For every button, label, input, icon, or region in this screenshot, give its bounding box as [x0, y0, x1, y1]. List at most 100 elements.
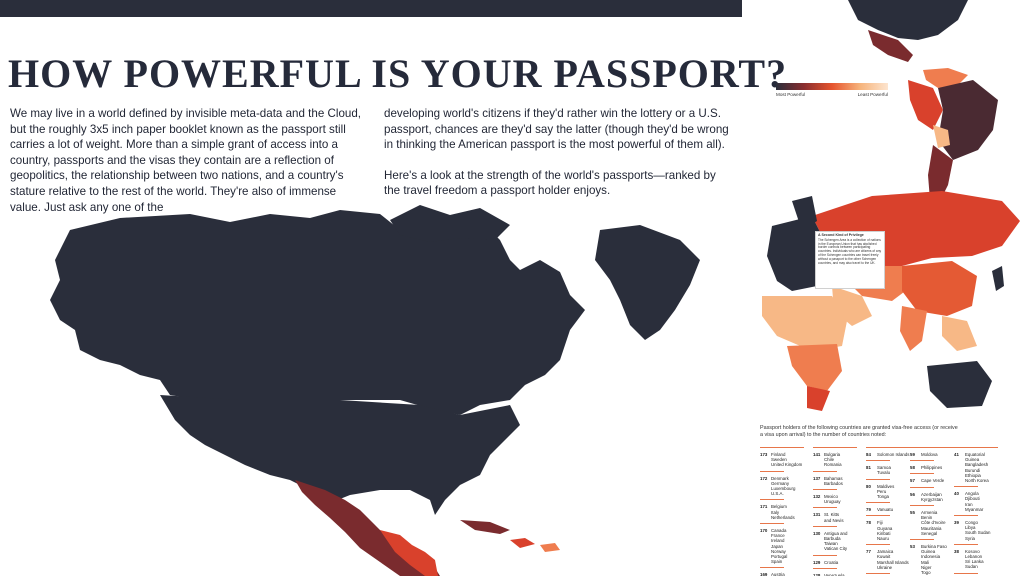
ranking-countries: Denmark Germany Luxembourg U.S.A.	[771, 476, 795, 497]
intro-paragraph-1: We may live in a world defined by invisi…	[10, 107, 362, 214]
ranking-entry: 58 Philippines	[910, 465, 954, 470]
ranking-entry: 57 Cape Verde	[910, 478, 954, 483]
map-region-australia	[927, 361, 992, 408]
map-region-africa-central	[787, 344, 842, 391]
passport-ranking: Passport holders of the following countr…	[760, 425, 1024, 576]
ranking-score: 55	[910, 510, 915, 516]
country-name: Jamaica	[877, 549, 894, 555]
ranking-score: 40	[954, 491, 959, 497]
ranking-score: 173	[760, 452, 768, 457]
ranking-countries: Canada France Ireland Japan Norway Portugal Sp…	[771, 528, 787, 564]
ranking-entry: 129 Croatia	[813, 560, 857, 565]
ranking-entry: 55 Armenia Benin Côte d'Ivoire Mauritania Sen…	[910, 510, 954, 536]
ranking-score: 81	[866, 465, 871, 471]
country-name: Germany	[771, 480, 790, 486]
ranking-entry: 59 Moldova	[910, 452, 954, 457]
country-name: Belgium	[771, 504, 787, 510]
ranking-separator	[910, 486, 934, 488]
ranking-entry: 130 Antigua and Barbuda Taiwan Vatican City	[813, 531, 857, 552]
country-name: Luxembourg	[771, 486, 796, 492]
country-name: Mali	[921, 559, 930, 565]
country-name: Moldova	[921, 452, 938, 457]
country-name: Norway	[771, 548, 786, 554]
ranking-entry: 128 Venezuela	[813, 573, 857, 576]
ranking-separator	[866, 460, 890, 462]
country-name: Kyrgyzstan	[921, 496, 943, 502]
map-region-arctic-islands	[390, 205, 510, 242]
ranking-entry: 53 Burkina Faso Guinea Indonesia Mali Niger To…	[910, 544, 954, 575]
country-name: Myanmar	[965, 506, 984, 512]
country-name: Italy	[771, 509, 780, 515]
ranking-score: 172	[760, 475, 768, 481]
ranking-column: 41 Equatorial Guinea Bangladesh Burundi Ethio…	[954, 447, 998, 576]
ranking-countries: Kosovo Lebanon Sri Lanka Sudan	[965, 549, 984, 570]
ranking-countries: Belgium Italy Netherlands	[771, 504, 795, 520]
ranking-divider	[910, 447, 954, 448]
ranking-column: 84 Solomon Islands 81 Samoa Tuvalu 80 Maldives…	[866, 447, 910, 576]
country-name: Ireland	[771, 538, 785, 544]
country-name: Niger	[921, 564, 932, 570]
south-america-map	[838, 0, 1008, 210]
ranking-score: 56	[910, 491, 915, 497]
country-name: Romania	[824, 462, 842, 468]
color-legend: Most Powerful Least Powerful	[776, 83, 888, 97]
page-title: HOW POWERFUL IS YOUR PASSPORT?	[8, 51, 788, 96]
ranking-separator	[954, 486, 978, 488]
ranking-separator	[910, 473, 934, 475]
country-name: Equatorial	[965, 452, 985, 457]
north-america-map	[40, 200, 740, 576]
country-name: Tuvalu	[877, 470, 891, 476]
map-region-brazil	[938, 80, 998, 160]
ranking-score: 128	[813, 572, 821, 576]
ranking-score: 141	[813, 452, 821, 457]
intro-column-right: developing world's citizens if they'd ra…	[384, 106, 729, 214]
ranking-countries: Croatia	[824, 560, 838, 565]
ranking-countries: Bahamas Barbados	[824, 476, 843, 486]
ranking-separator	[813, 489, 837, 491]
ranking-separator	[813, 567, 837, 569]
country-name: Cape Verde	[921, 478, 945, 484]
header-bar	[0, 0, 742, 17]
country-name: U.S.A.	[771, 491, 784, 497]
ranking-score: 39	[954, 520, 959, 526]
country-name: Angola	[965, 491, 979, 497]
country-name: Kiribati	[877, 530, 891, 536]
ranking-entry: 39 Congo Libya South Sudan Syria	[954, 520, 998, 541]
country-name: Samoa	[877, 465, 891, 471]
map-region-venezuela	[923, 68, 968, 88]
country-name: United Kingdom	[771, 462, 803, 468]
map-region-africa-north	[762, 296, 847, 351]
eurasia-africa-map	[752, 186, 1024, 416]
country-name: Bangladesh	[965, 462, 989, 468]
country-name: Djibouti	[965, 496, 980, 502]
ranking-column: 59 Moldova 58 Philippines 57 Cape Verde 56 Azer…	[910, 447, 954, 576]
ranking-score: 80	[866, 483, 871, 489]
country-name: Guyana	[877, 525, 893, 531]
callout-body: The Schengen Area is a collection of nat…	[818, 237, 882, 265]
ranking-separator	[813, 507, 837, 509]
country-name: Barbuda	[824, 536, 841, 542]
ranking-score: 57	[910, 478, 915, 484]
ranking-countries: Angola Djibouti Iran Myanmar	[965, 491, 983, 512]
ranking-countries: Maldives Peru Tonga	[877, 484, 894, 500]
country-name: Libya	[965, 525, 976, 531]
ranking-separator	[866, 573, 890, 575]
ranking-entry: 131 St. Kitts and Nevis	[813, 512, 857, 522]
country-name: Mauritania	[921, 525, 942, 531]
ranking-countries: AustriaNew ZealandSwitzerland	[771, 572, 797, 576]
country-name: Mexico	[824, 494, 838, 500]
map-region-southeast-asia	[942, 316, 977, 351]
callout-title: A Second Kind of Privilege	[818, 233, 864, 237]
ranking-separator	[813, 554, 837, 556]
country-name: Côte d'Ivoire	[921, 520, 946, 526]
country-name: Canada	[771, 528, 787, 534]
map-region-caribbean-2	[540, 543, 560, 552]
ranking-divider	[813, 447, 857, 448]
country-name: Uruguay	[824, 499, 841, 505]
country-name: Maldives	[877, 483, 895, 489]
country-name: Sweden	[771, 457, 787, 463]
ranking-entry: 132 Mexico Uruguay	[813, 494, 857, 504]
map-region-na-top	[848, 0, 968, 40]
country-name: Philippines	[921, 465, 943, 471]
map-region-south-africa	[807, 386, 830, 411]
